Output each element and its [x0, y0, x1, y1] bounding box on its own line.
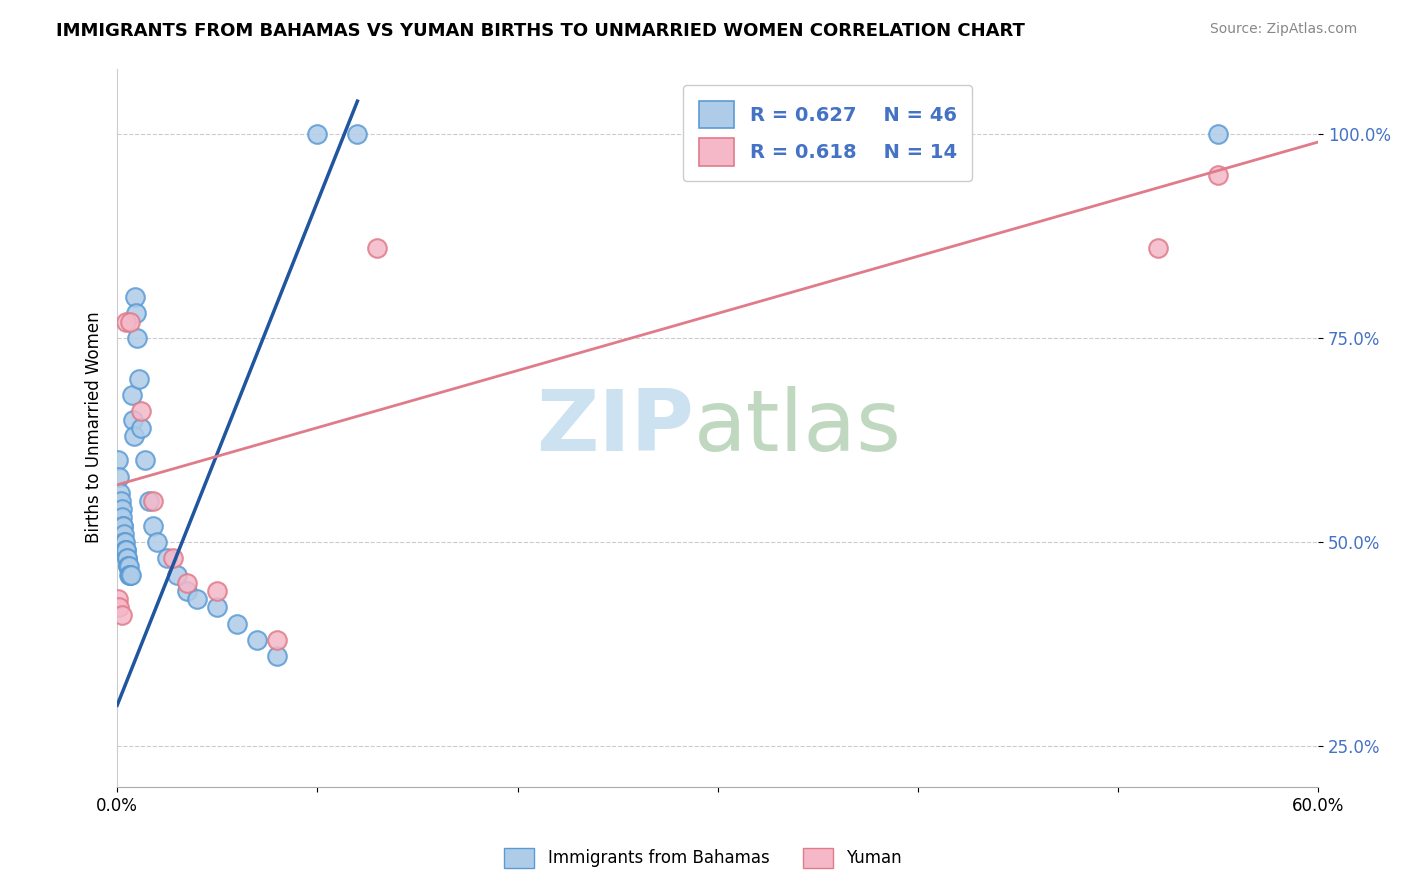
Point: [307, 127, 329, 141]
Text: IMMIGRANTS FROM BAHAMAS VS YUMAN BIRTHS TO UNMARRIED WOMEN CORRELATION CHART: IMMIGRANTS FROM BAHAMAS VS YUMAN BIRTHS …: [56, 22, 1025, 40]
Point: [114, 543, 136, 558]
Point: [108, 600, 131, 615]
Point: [125, 306, 148, 320]
Point: [129, 420, 152, 434]
Legend: Immigrants from Bahamas, Yuman: Immigrants from Bahamas, Yuman: [498, 841, 908, 875]
Point: [142, 494, 165, 508]
Point: [146, 535, 169, 549]
Point: [346, 127, 368, 141]
Point: [118, 567, 141, 582]
Point: [107, 453, 129, 467]
Point: [117, 559, 139, 574]
Point: [207, 583, 229, 598]
Point: [108, 486, 131, 500]
Point: [112, 535, 135, 549]
Y-axis label: Births to Unmarried Women: Births to Unmarried Women: [86, 312, 103, 543]
Point: [142, 518, 165, 533]
Point: [114, 543, 136, 558]
Point: [207, 600, 229, 615]
Point: [121, 388, 143, 402]
Point: [124, 290, 146, 304]
Point: [266, 649, 288, 664]
Point: [156, 551, 179, 566]
Point: [1206, 127, 1229, 141]
Point: [122, 429, 145, 443]
Point: [176, 575, 198, 590]
Point: [176, 583, 198, 598]
Point: [110, 502, 132, 516]
Point: [112, 526, 135, 541]
Point: [138, 494, 160, 508]
Point: [112, 518, 135, 533]
Point: [120, 567, 142, 582]
Point: [117, 559, 139, 574]
Point: [129, 404, 152, 418]
Point: [366, 241, 388, 255]
Point: [115, 551, 138, 566]
Point: [111, 608, 134, 623]
Point: [127, 331, 149, 345]
Point: [122, 412, 145, 426]
Text: Source: ZipAtlas.com: Source: ZipAtlas.com: [1209, 22, 1357, 37]
Point: [166, 567, 188, 582]
Point: [266, 632, 288, 647]
Text: ZIP: ZIP: [536, 386, 693, 469]
Point: [114, 314, 136, 328]
Point: [115, 551, 138, 566]
Point: [118, 567, 141, 582]
Point: [111, 518, 134, 533]
Legend: R = 0.627    N = 46, R = 0.618    N = 14: R = 0.627 N = 46, R = 0.618 N = 14: [683, 86, 973, 181]
Point: [110, 494, 132, 508]
Point: [115, 543, 138, 558]
Point: [162, 551, 184, 566]
Point: [108, 469, 131, 483]
Point: [1147, 241, 1170, 255]
Point: [226, 616, 249, 631]
Point: [186, 592, 208, 607]
Point: [114, 535, 136, 549]
Point: [246, 632, 269, 647]
Text: atlas: atlas: [693, 386, 901, 469]
Point: [128, 372, 150, 386]
Point: [1206, 168, 1229, 182]
Point: [118, 559, 141, 574]
Point: [120, 314, 142, 328]
Point: [134, 453, 156, 467]
Point: [120, 567, 142, 582]
Point: [111, 510, 134, 524]
Point: [107, 592, 129, 607]
